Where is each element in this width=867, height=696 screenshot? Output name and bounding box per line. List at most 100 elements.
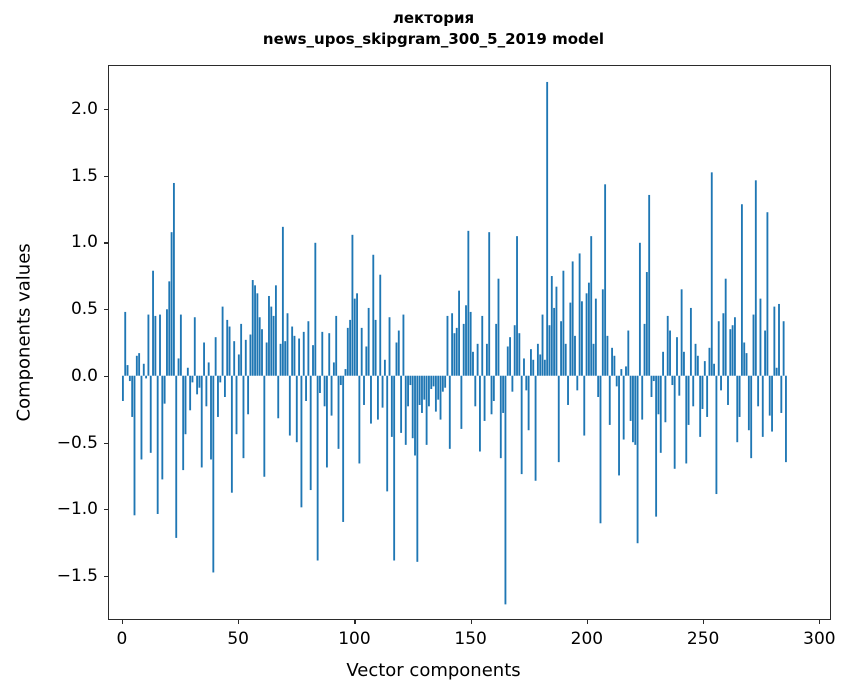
bar xyxy=(509,337,511,376)
bar xyxy=(217,375,219,417)
bar xyxy=(571,261,574,376)
x-tick-mark xyxy=(819,620,821,624)
bar xyxy=(564,343,567,376)
bar xyxy=(499,375,502,459)
bar xyxy=(416,375,419,562)
bar xyxy=(453,333,456,376)
bar xyxy=(710,172,713,376)
bar xyxy=(625,366,627,376)
bar xyxy=(530,349,532,376)
bar xyxy=(254,285,256,376)
bar xyxy=(696,355,699,376)
bar xyxy=(743,342,746,376)
bar xyxy=(302,331,305,376)
bar xyxy=(780,375,783,413)
bar xyxy=(474,375,477,407)
bar xyxy=(483,375,486,421)
bar xyxy=(284,341,287,376)
bar xyxy=(177,358,180,376)
bar xyxy=(272,315,275,376)
bar xyxy=(481,315,484,376)
bar xyxy=(662,351,665,376)
bar xyxy=(618,375,620,476)
bar xyxy=(191,375,194,383)
bar xyxy=(251,280,254,376)
y-tick-label: −1.0 xyxy=(56,499,98,520)
bar xyxy=(497,278,500,376)
bar xyxy=(242,375,245,459)
bar xyxy=(300,375,303,508)
bar xyxy=(212,375,215,573)
bar xyxy=(360,327,363,376)
bar xyxy=(349,319,352,376)
x-tick-mark xyxy=(586,620,588,624)
bar xyxy=(615,375,618,387)
bar-series xyxy=(121,81,787,605)
bar xyxy=(305,375,307,401)
x-tick-label: 100 xyxy=(338,629,371,649)
bar xyxy=(196,375,199,395)
bar xyxy=(240,323,243,376)
bar xyxy=(400,375,403,433)
bar xyxy=(727,375,729,405)
bar xyxy=(608,375,611,425)
bar xyxy=(785,375,787,463)
bar xyxy=(701,375,704,409)
bar xyxy=(641,375,644,420)
bar xyxy=(652,375,655,382)
bar xyxy=(502,375,505,413)
y-tick-label: 0.0 xyxy=(70,365,98,386)
bar xyxy=(738,375,741,417)
bar xyxy=(363,375,365,405)
bar xyxy=(393,375,396,561)
bar xyxy=(720,375,722,391)
bar xyxy=(376,375,379,420)
bar xyxy=(256,293,259,376)
bar xyxy=(237,354,240,376)
bar xyxy=(771,375,773,432)
bar xyxy=(671,375,674,386)
bar xyxy=(518,333,521,376)
bar xyxy=(281,226,284,376)
bar xyxy=(214,337,217,376)
bar xyxy=(694,343,697,376)
bar xyxy=(168,281,171,376)
bar xyxy=(511,375,514,392)
bar xyxy=(314,242,317,376)
bar xyxy=(330,375,333,416)
bar xyxy=(669,330,671,376)
y-tick-mark xyxy=(104,175,108,177)
bar xyxy=(163,375,166,404)
bar xyxy=(495,323,498,376)
x-tick-label: 150 xyxy=(454,629,487,649)
y-tick-mark xyxy=(104,442,108,444)
y-tick-mark xyxy=(104,309,108,311)
bar xyxy=(557,375,560,463)
bar xyxy=(407,375,409,407)
bar xyxy=(666,315,669,376)
bar xyxy=(592,343,595,376)
bar xyxy=(606,335,609,376)
bar xyxy=(465,305,467,376)
bar xyxy=(472,351,474,376)
bar xyxy=(274,285,277,376)
bar xyxy=(504,375,507,605)
bar xyxy=(757,375,760,407)
bar xyxy=(525,375,528,391)
bar xyxy=(594,298,597,376)
bar xyxy=(706,375,709,417)
bar xyxy=(590,236,593,376)
bar xyxy=(775,367,778,376)
bar xyxy=(356,293,358,376)
bar xyxy=(455,327,458,376)
bar xyxy=(520,375,523,475)
bar xyxy=(261,329,263,376)
bar xyxy=(581,301,583,376)
bar xyxy=(124,311,127,376)
bar xyxy=(513,325,516,376)
y-tick-mark xyxy=(104,509,108,511)
bar xyxy=(541,314,544,376)
bar xyxy=(421,375,423,413)
bar xyxy=(395,342,398,376)
bar xyxy=(613,355,616,376)
